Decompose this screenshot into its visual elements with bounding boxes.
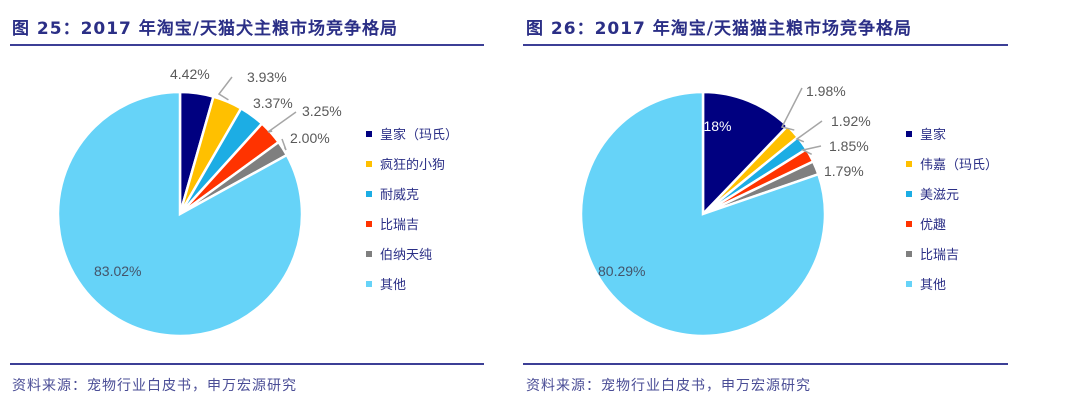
- right-source-note: 资料来源：宠物行业白皮书，申万宏源研究: [526, 378, 811, 394]
- legend-swatch-icon: [906, 220, 912, 227]
- legend-label: 皇家: [920, 128, 947, 143]
- legend-item: 比瑞吉: [906, 244, 959, 263]
- legend-label: 其他: [380, 278, 407, 293]
- legend-label: 伯纳天纯: [380, 248, 433, 263]
- right-source-rule: [523, 363, 1008, 365]
- leader-line: [780, 87, 803, 131]
- legend-swatch-icon: [366, 250, 372, 257]
- legend-item: 比瑞吉: [366, 214, 419, 233]
- left-source-note: 资料来源：宠物行业白皮书，申万宏源研究: [12, 378, 297, 394]
- data-label: 4.42%: [170, 66, 210, 82]
- legend-swatch-icon: [366, 220, 372, 227]
- pie-slice: [579, 90, 827, 338]
- legend-item: 伟嘉（玛氏）: [906, 154, 998, 173]
- legend-swatch-icon: [366, 160, 372, 167]
- legend-label: 皇家（玛氏）: [380, 128, 459, 143]
- data-label: 2.00%: [290, 130, 330, 146]
- data-label: 1.85%: [829, 138, 869, 154]
- legend-label: 耐威克: [380, 188, 420, 203]
- left-chart-title: 图 25：2017 年淘宝/天猫犬主粮市场竞争格局: [12, 19, 399, 39]
- legend-swatch-icon: [906, 280, 912, 287]
- legend-label: 优趣: [920, 218, 947, 233]
- legend-swatch-icon: [906, 130, 912, 137]
- legend-item: 其他: [366, 274, 406, 293]
- legend-label: 疯狂的小狗: [380, 158, 446, 173]
- legend-item: 美滋元: [906, 184, 959, 203]
- legend-swatch-icon: [906, 160, 912, 167]
- legend-label: 其他: [920, 278, 947, 293]
- left-source-rule: [10, 363, 484, 365]
- data-label: 80.29%: [598, 263, 645, 279]
- legend-item: 耐威克: [366, 184, 419, 203]
- right-title-rule: [523, 44, 1008, 46]
- legend-item: 皇家: [906, 124, 946, 143]
- right-chart-panel: 图 26：2017 年淘宝/天猫猫主粮市场竞争格局 12.18% 1.98% 1.9…: [520, 0, 1080, 411]
- legend-label: 比瑞吉: [920, 248, 960, 263]
- legend-item: 其他: [906, 274, 946, 293]
- data-label: 3.25%: [302, 103, 342, 119]
- legend-item: 伯纳天纯: [366, 244, 432, 263]
- legend-swatch-icon: [366, 130, 372, 137]
- data-label: 1.92%: [831, 113, 871, 129]
- leader-line: [267, 111, 297, 133]
- legend-swatch-icon: [906, 250, 912, 257]
- legend-label: 美滋元: [920, 188, 960, 203]
- data-label: 1.98%: [806, 83, 846, 99]
- legend-label: 伟嘉（玛氏）: [920, 158, 999, 173]
- right-pie-chart: 12.18%1.98%1.92%1.85%1.79%80.29%: [579, 83, 871, 338]
- left-pie-chart: 4.42% 3.93% 3.37% 3.25% 2.00% 83.02%: [56, 66, 342, 338]
- legend-swatch-icon: [366, 280, 372, 287]
- legend-item: 优趣: [906, 214, 946, 233]
- leader-line: [217, 76, 233, 101]
- data-label: 3.93%: [247, 69, 287, 85]
- left-chart-panel: 图 25：2017 年淘宝/天猫犬主粮市场竞争格局 4.42% 3.93% 3.37…: [0, 0, 530, 411]
- left-title-rule: [10, 44, 484, 46]
- legend-label: 比瑞吉: [380, 218, 420, 233]
- leader-line: [281, 138, 287, 151]
- legend-item: 疯狂的小狗: [366, 154, 445, 173]
- legend-swatch-icon: [906, 190, 912, 197]
- data-label: 1.79%: [824, 163, 864, 179]
- pie-slice: [56, 90, 304, 338]
- right-chart-title: 图 26：2017 年淘宝/天猫猫主粮市场竞争格局: [526, 19, 913, 39]
- legend-swatch-icon: [366, 190, 372, 197]
- data-label: 3.37%: [253, 95, 293, 111]
- leader-line: [795, 120, 823, 143]
- data-label: 83.02%: [94, 263, 141, 279]
- legend-item: 皇家（玛氏）: [366, 124, 458, 143]
- leader-line: [800, 145, 822, 155]
